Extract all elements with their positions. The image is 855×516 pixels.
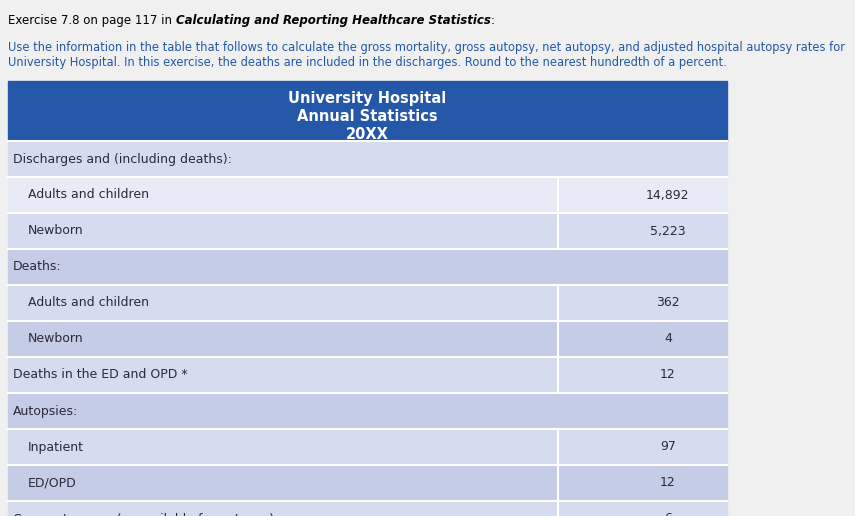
Text: Annual Statistics: Annual Statistics [298,109,438,124]
Bar [8,285,727,321]
Text: Autopsies:: Autopsies: [13,405,79,417]
Text: Use the information in the table that follows to calculate the gross mortality, : Use the information in the table that fo… [8,41,845,54]
Bar [8,321,727,357]
Text: Inpatient: Inpatient [28,441,84,454]
Text: 20XX: 20XX [346,127,389,142]
Text: Exercise 7.8 on page 117 in: Exercise 7.8 on page 117 in [8,14,176,27]
Text: 12: 12 [660,368,675,381]
Text: :: : [491,14,495,27]
Bar [8,249,727,285]
Text: Deaths:: Deaths: [13,261,62,273]
Text: 6: 6 [664,512,672,516]
Text: University Hospital: University Hospital [288,91,446,106]
Bar [8,357,727,393]
Text: 5,223: 5,223 [650,224,686,237]
Text: Deaths in the ED and OPD *: Deaths in the ED and OPD * [13,368,187,381]
Text: 97: 97 [660,441,675,454]
Text: Adults and children: Adults and children [28,188,149,202]
Text: 14,892: 14,892 [646,188,690,202]
Text: ED/OPD: ED/OPD [28,476,77,490]
Bar [8,465,727,501]
Text: University Hospital. In this exercise, the deaths are included in the discharges: University Hospital. In this exercise, t… [8,56,727,69]
Text: 4: 4 [664,332,672,346]
Bar [8,501,727,516]
Text: Newborn: Newborn [28,332,84,346]
Text: 12: 12 [660,476,675,490]
Text: Calculating and Reporting Healthcare Statistics: Calculating and Reporting Healthcare Sta… [176,14,491,27]
Text: 362: 362 [656,297,680,310]
Text: Coroner’s cases (unavailable for autopsy): Coroner’s cases (unavailable for autopsy… [13,512,274,516]
Bar [8,429,727,465]
Text: Newborn: Newborn [28,224,84,237]
Bar [8,141,727,177]
Bar [8,177,727,213]
Text: Discharges and (including deaths):: Discharges and (including deaths): [13,153,232,166]
Bar [8,393,727,429]
Text: Adults and children: Adults and children [28,297,149,310]
Bar [8,81,727,141]
Bar [8,213,727,249]
